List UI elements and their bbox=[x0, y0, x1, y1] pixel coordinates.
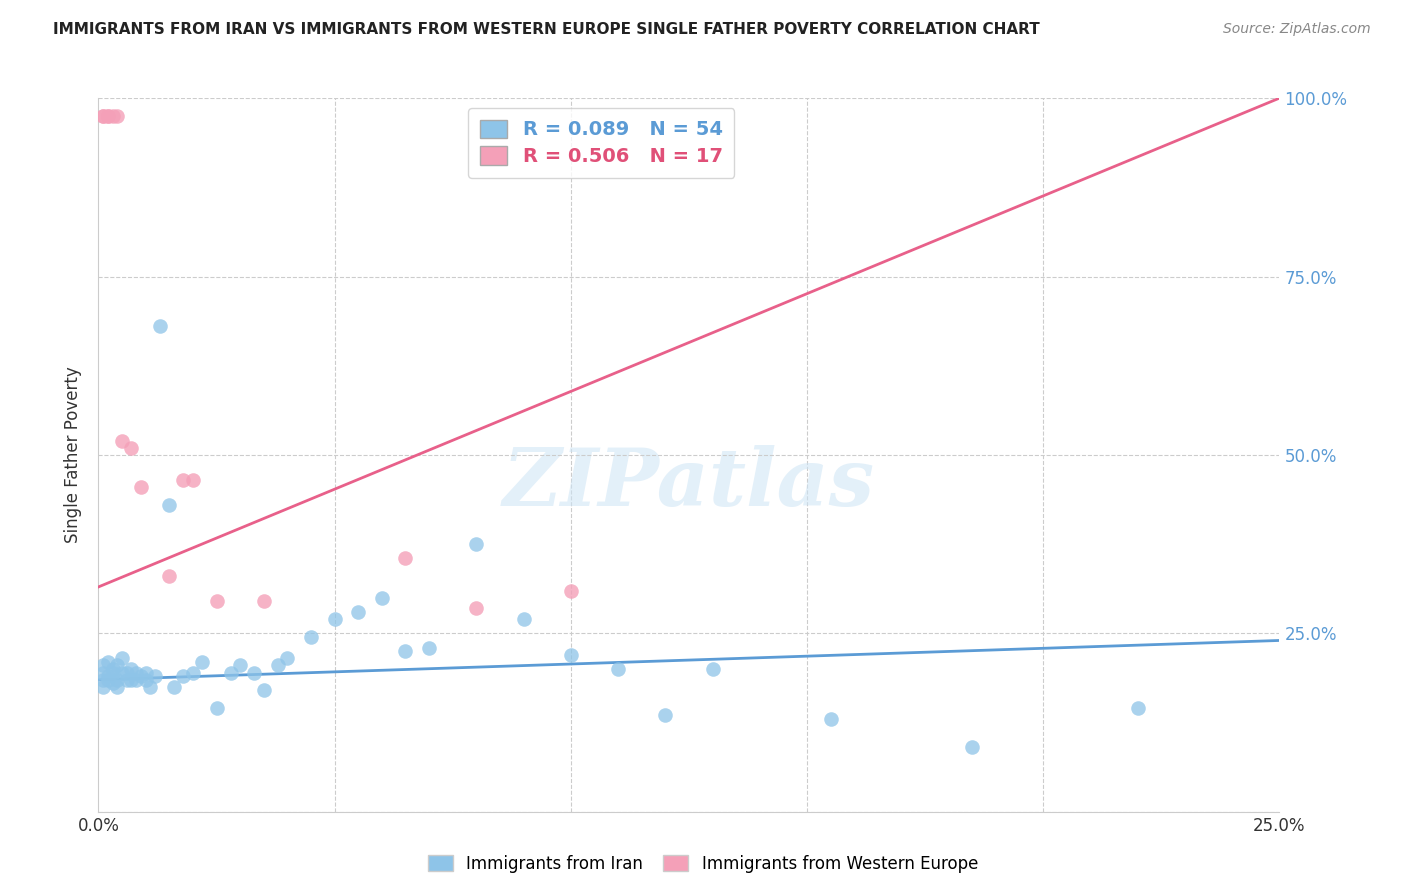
Point bbox=[111, 665, 134, 680]
Point bbox=[143, 669, 166, 683]
Point bbox=[205, 594, 228, 608]
Point bbox=[91, 109, 114, 123]
Point bbox=[91, 658, 114, 673]
Point bbox=[820, 712, 842, 726]
Point bbox=[243, 665, 266, 680]
Point bbox=[111, 651, 134, 665]
Point bbox=[149, 319, 172, 334]
Point bbox=[129, 480, 152, 494]
Point bbox=[91, 680, 114, 694]
Point bbox=[219, 665, 242, 680]
Point bbox=[125, 673, 148, 687]
Point bbox=[172, 669, 194, 683]
Point bbox=[121, 662, 143, 676]
Point bbox=[267, 658, 290, 673]
Point bbox=[394, 644, 416, 658]
Point bbox=[105, 658, 128, 673]
Point bbox=[121, 441, 143, 455]
Point bbox=[253, 594, 276, 608]
Point bbox=[97, 109, 120, 123]
Point bbox=[135, 673, 157, 687]
Point bbox=[560, 583, 582, 598]
Point bbox=[191, 655, 214, 669]
Point bbox=[205, 701, 228, 715]
Y-axis label: Single Father Poverty: Single Father Poverty bbox=[65, 367, 83, 543]
Point bbox=[157, 569, 180, 583]
Point bbox=[101, 676, 124, 690]
Point bbox=[135, 665, 157, 680]
Point bbox=[115, 665, 138, 680]
Point bbox=[181, 665, 204, 680]
Point bbox=[229, 658, 252, 673]
Point bbox=[111, 434, 134, 448]
Point bbox=[512, 612, 534, 626]
Text: IMMIGRANTS FROM IRAN VS IMMIGRANTS FROM WESTERN EUROPE SINGLE FATHER POVERTY COR: IMMIGRANTS FROM IRAN VS IMMIGRANTS FROM … bbox=[53, 22, 1040, 37]
Point bbox=[276, 651, 298, 665]
Point bbox=[115, 673, 138, 687]
Text: Source: ZipAtlas.com: Source: ZipAtlas.com bbox=[1223, 22, 1371, 37]
Point bbox=[97, 109, 120, 123]
Point bbox=[101, 665, 124, 680]
Point bbox=[129, 669, 152, 683]
Point bbox=[181, 473, 204, 487]
Point bbox=[125, 665, 148, 680]
Text: ZIPatlas: ZIPatlas bbox=[503, 445, 875, 522]
Point bbox=[121, 673, 143, 687]
Point bbox=[163, 680, 186, 694]
Point bbox=[157, 498, 180, 512]
Point bbox=[101, 662, 124, 676]
Point bbox=[371, 591, 394, 605]
Point bbox=[465, 537, 488, 551]
Point bbox=[418, 640, 440, 655]
Point bbox=[465, 601, 488, 615]
Point bbox=[101, 109, 124, 123]
Point bbox=[172, 473, 194, 487]
Point bbox=[97, 669, 120, 683]
Point bbox=[654, 708, 676, 723]
Point bbox=[105, 673, 128, 687]
Point bbox=[394, 551, 416, 566]
Point bbox=[91, 665, 114, 680]
Legend: R = 0.089   N = 54, R = 0.506   N = 17: R = 0.089 N = 54, R = 0.506 N = 17 bbox=[468, 108, 734, 178]
Point bbox=[91, 109, 114, 123]
Point bbox=[97, 673, 120, 687]
Point bbox=[299, 630, 322, 644]
Point bbox=[962, 740, 984, 755]
Point bbox=[607, 662, 630, 676]
Point bbox=[1126, 701, 1149, 715]
Point bbox=[347, 605, 370, 619]
Point bbox=[702, 662, 724, 676]
Point bbox=[97, 655, 120, 669]
Legend: Immigrants from Iran, Immigrants from Western Europe: Immigrants from Iran, Immigrants from We… bbox=[422, 848, 984, 880]
Point bbox=[91, 673, 114, 687]
Point bbox=[105, 109, 128, 123]
Point bbox=[560, 648, 582, 662]
Point bbox=[139, 680, 162, 694]
Point bbox=[105, 680, 128, 694]
Point bbox=[323, 612, 346, 626]
Point bbox=[253, 683, 276, 698]
